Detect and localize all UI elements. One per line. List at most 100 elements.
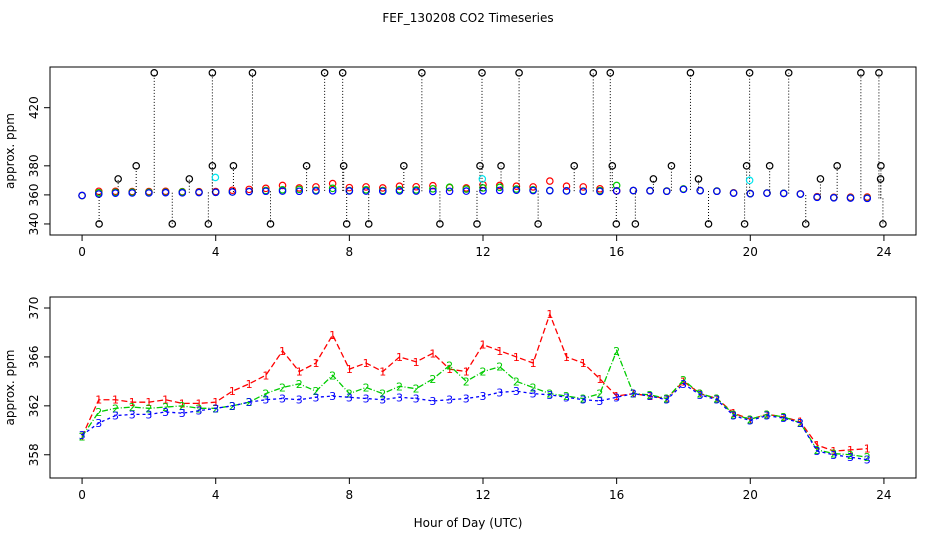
data-point: [801, 220, 810, 228]
data-point: [328, 179, 337, 188]
point-marker: 2: [630, 388, 637, 401]
point-marker: 2: [563, 390, 570, 403]
point-marker: 1: [379, 366, 386, 379]
point-marker: 2: [262, 388, 269, 401]
data-point: [111, 189, 120, 197]
data-point: [686, 69, 695, 77]
point-marker: 2: [396, 380, 403, 393]
point-marker: 3: [129, 408, 136, 421]
data-point: [128, 189, 136, 197]
point-marker: 3: [363, 393, 370, 406]
data-point: [95, 220, 103, 228]
x-tick-label: 12: [475, 488, 490, 502]
point-marker: 2: [596, 388, 603, 401]
data-point: [606, 69, 615, 77]
point-marker: 1: [446, 363, 453, 376]
point-marker: 1: [580, 357, 587, 370]
point-marker: 1: [95, 394, 102, 407]
point-marker: 2: [480, 366, 487, 379]
data-point: [262, 184, 270, 193]
plot-box: [49, 296, 917, 479]
series-line: [81, 312, 868, 452]
data-point: [429, 187, 437, 196]
y-tick-label: 362: [27, 394, 41, 417]
data-point: [746, 189, 755, 198]
plot-box: [49, 66, 917, 236]
point-marker: 3: [647, 390, 654, 403]
point-marker: 3: [697, 389, 704, 402]
point-marker: 1: [864, 443, 871, 456]
point-marker: 2: [797, 417, 804, 430]
data-point: [462, 187, 471, 195]
data-point: [278, 187, 287, 195]
data-point: [248, 69, 257, 77]
data-point: [478, 175, 487, 183]
point-marker: 1: [296, 366, 303, 379]
data-point: [694, 175, 703, 183]
x-tick-label: 8: [346, 245, 354, 259]
data-point: [784, 69, 793, 77]
data-point: [876, 175, 885, 183]
data-point: [713, 187, 721, 196]
data-point: [400, 162, 408, 170]
data-point: [245, 187, 253, 196]
point-marker: 3: [680, 378, 687, 391]
data-point: [562, 182, 571, 190]
data-point: [495, 183, 504, 192]
data-point: [875, 69, 883, 77]
point-marker: 1: [196, 397, 203, 410]
point-marker: 3: [413, 393, 420, 406]
x-tick-label: 0: [78, 488, 86, 502]
point-marker: 3: [513, 385, 520, 398]
data-point: [185, 175, 194, 183]
x-tick-label: 16: [609, 488, 624, 502]
data-point: [696, 186, 704, 195]
data-point: [646, 187, 654, 195]
point-marker: 2: [112, 402, 119, 415]
point-marker: 1: [530, 357, 537, 370]
data-point: [295, 187, 304, 196]
data-point: [570, 162, 579, 170]
point-marker: 2: [613, 345, 620, 358]
x-tick-label: 12: [475, 245, 490, 259]
point-marker: 2: [713, 393, 720, 406]
point-marker: 3: [262, 394, 269, 407]
data-point: [745, 176, 754, 185]
x-tick-label: 20: [743, 245, 758, 259]
data-point: [262, 187, 270, 196]
point-marker: 1: [145, 396, 152, 409]
data-point: [667, 162, 676, 170]
y-tick-label: 360: [27, 183, 41, 206]
data-point: [662, 187, 671, 196]
data-point: [395, 187, 404, 195]
data-point: [534, 220, 542, 228]
x-axis-label: Hour of Day (UTC): [414, 516, 523, 530]
x-tick-label: 4: [212, 488, 220, 502]
point-marker: 2: [95, 406, 102, 419]
data-point: [161, 188, 170, 197]
data-point: [328, 187, 337, 195]
data-point: [497, 162, 505, 170]
chart-title: FEF_130208 CO2 Timeseries: [382, 11, 553, 25]
data-point: [473, 220, 481, 228]
data-point: [629, 186, 638, 195]
point-marker: 2: [79, 430, 86, 443]
point-marker: 1: [429, 347, 436, 360]
data-point: [779, 189, 788, 198]
data-point: [342, 220, 351, 228]
data-point: [612, 181, 621, 190]
point-marker: 3: [246, 396, 253, 409]
point-marker: 1: [179, 397, 186, 410]
y-tick-label: 370: [27, 297, 41, 320]
data-point: [150, 69, 159, 77]
point-marker: 2: [296, 378, 303, 391]
data-point: [78, 191, 86, 200]
data-point: [589, 69, 598, 77]
point-marker: 3: [596, 395, 603, 408]
point-marker: 2: [413, 383, 420, 396]
data-point: [857, 69, 865, 77]
point-marker: 1: [246, 378, 253, 391]
y-tick-label: 358: [27, 443, 41, 466]
point-marker: 1: [847, 444, 854, 457]
data-point: [445, 187, 454, 196]
